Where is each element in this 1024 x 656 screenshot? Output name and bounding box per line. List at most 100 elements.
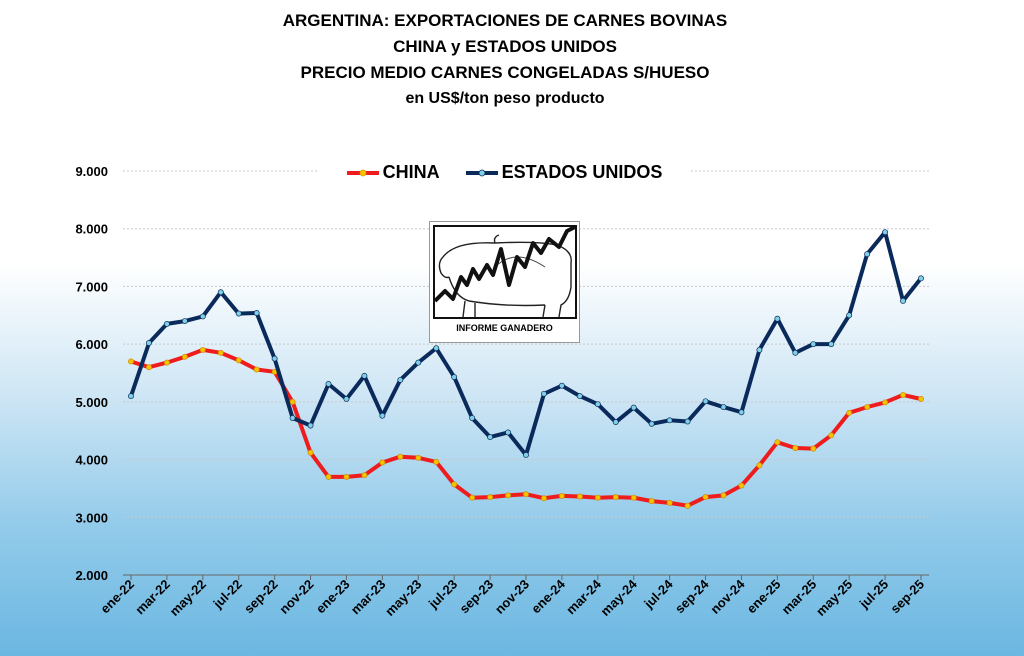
x-tick-label: ene-24 <box>528 576 568 616</box>
data-point-estados-unidos <box>882 229 889 236</box>
x-tick-label: ene-25 <box>744 577 784 617</box>
data-point-china <box>523 491 529 498</box>
x-tick-label: sep-23 <box>456 577 496 617</box>
data-point-china <box>128 358 134 365</box>
data-point-estados-unidos <box>630 404 637 411</box>
data-point-estados-unidos <box>558 382 565 389</box>
data-point-china <box>828 432 835 439</box>
data-point-estados-unidos <box>307 422 314 429</box>
data-point-china <box>397 453 404 460</box>
x-tick-label: ene-23 <box>313 577 353 617</box>
data-point-china <box>163 359 170 366</box>
legend-label-china: CHINA <box>382 162 440 182</box>
x-tick-label: may-24 <box>598 576 641 619</box>
data-point-china <box>594 494 601 501</box>
data-point-china <box>181 353 188 360</box>
legend-swatch-estados-unidos <box>465 169 498 176</box>
y-tick-label: 4.000 <box>75 453 108 468</box>
x-tick-label: jul-25 <box>856 577 891 612</box>
data-point-estados-unidos <box>217 289 224 296</box>
x-tick-label: may-25 <box>813 577 855 619</box>
data-point-estados-unidos <box>774 315 781 322</box>
data-point-china <box>361 472 368 479</box>
data-point-estados-unidos <box>181 318 188 325</box>
x-tick-label: mar-24 <box>563 576 604 617</box>
data-point-estados-unidos <box>469 415 476 421</box>
y-tick-label: 8.000 <box>75 222 108 237</box>
data-point-estados-unidos <box>612 419 619 426</box>
data-point-estados-unidos <box>541 390 547 397</box>
data-point-estados-unidos <box>379 412 386 419</box>
informe-ganadero-logo: INFORME GANADERO <box>429 221 580 343</box>
x-tick-label: may-23 <box>382 577 424 619</box>
data-point-china <box>792 445 799 451</box>
data-point-china <box>666 499 673 506</box>
data-point-china <box>630 494 637 501</box>
x-tick-label: sep-25 <box>887 577 927 617</box>
data-point-china <box>612 494 619 501</box>
data-point-estados-unidos <box>666 417 673 424</box>
data-point-china <box>702 494 709 501</box>
data-point-china <box>253 366 260 373</box>
x-tick-label: may-22 <box>167 577 209 619</box>
data-point-china <box>810 445 817 452</box>
data-point-estados-unidos <box>756 346 763 353</box>
data-point-china <box>325 473 332 480</box>
x-tick-label: mar-22 <box>132 577 173 618</box>
data-point-china <box>900 391 906 398</box>
data-point-estados-unidos <box>451 374 458 380</box>
data-point-china <box>918 396 924 402</box>
x-tick-label: mar-23 <box>348 577 389 618</box>
title-line-1: ARGENTINA: EXPORTACIONES DE CARNES BOVIN… <box>282 11 728 30</box>
data-point-china <box>469 494 476 501</box>
data-point-china <box>756 462 763 469</box>
y-tick-label: 6.000 <box>75 337 108 352</box>
data-point-estados-unidos <box>128 393 134 400</box>
chart-legend: CHINA ESTADOS UNIDOS <box>319 140 690 205</box>
data-point-estados-unidos <box>738 409 745 416</box>
data-point-estados-unidos <box>523 452 529 458</box>
data-point-china <box>720 492 727 499</box>
data-point-estados-unidos <box>235 310 242 317</box>
data-point-estados-unidos <box>828 341 835 348</box>
data-point-estados-unidos <box>343 396 350 402</box>
data-point-estados-unidos <box>325 381 332 387</box>
cow-trend-icon <box>435 227 575 317</box>
data-point-estados-unidos <box>684 418 691 425</box>
data-point-estados-unidos <box>271 355 278 362</box>
data-point-china <box>846 409 853 416</box>
data-point-estados-unidos <box>648 420 655 427</box>
legend-item-china: CHINA <box>346 162 440 183</box>
data-point-china <box>451 481 458 488</box>
x-tick-label: jul-24 <box>640 576 676 612</box>
data-point-estados-unidos <box>576 393 583 400</box>
chart-title: ARGENTINA: EXPORTACIONES DE CARNES BOVIN… <box>0 8 1010 112</box>
x-tick-label: mar-25 <box>779 577 820 618</box>
legend-swatch-china <box>346 169 379 176</box>
x-tick-label: nov-22 <box>276 577 316 617</box>
data-point-china <box>307 449 314 456</box>
x-tick-label: nov-24 <box>707 576 748 617</box>
y-tick-label: 7.000 <box>75 279 108 294</box>
data-point-china <box>433 458 440 465</box>
data-point-china <box>199 346 206 353</box>
data-point-estados-unidos <box>199 313 206 320</box>
data-point-china <box>684 502 691 509</box>
data-point-estados-unidos <box>487 434 494 441</box>
data-point-china <box>487 494 494 501</box>
data-point-estados-unidos <box>146 340 152 346</box>
data-point-china <box>774 439 781 446</box>
series-line-china <box>129 347 923 508</box>
x-tick-label: sep-22 <box>241 577 281 617</box>
data-point-estados-unidos <box>810 341 817 348</box>
logo-graphic <box>433 225 577 319</box>
y-tick-label: 3.000 <box>75 510 108 525</box>
data-point-china <box>541 495 547 502</box>
data-point-china <box>379 459 386 466</box>
data-point-china <box>146 364 152 371</box>
data-point-china <box>576 493 583 500</box>
data-point-estados-unidos <box>792 349 799 356</box>
data-point-estados-unidos <box>918 275 924 282</box>
data-point-china <box>738 482 745 489</box>
title-line-4: en US$/ton peso producto <box>405 90 605 107</box>
